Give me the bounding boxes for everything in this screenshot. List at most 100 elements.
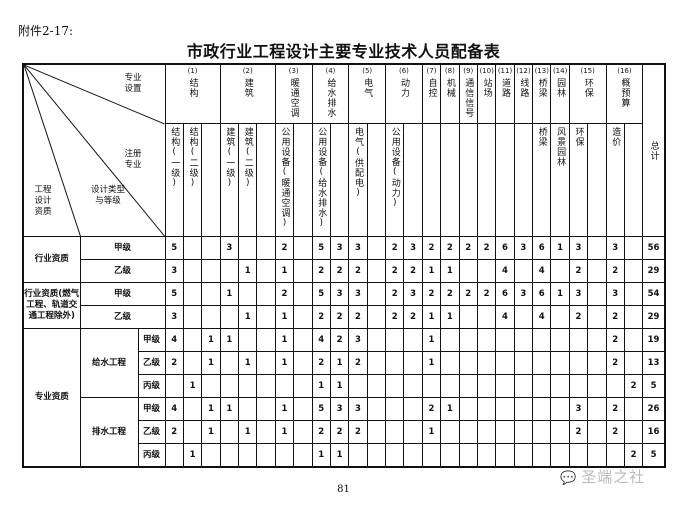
- value-cell: 1: [274, 420, 295, 444]
- value-cell: [293, 397, 313, 421]
- registered-major-name: 结构(一级): [169, 127, 180, 189]
- major-group-number: (7): [426, 67, 437, 75]
- major-group-name: 电气: [362, 78, 373, 98]
- value-cell: [495, 420, 515, 444]
- value-cell: 1: [421, 305, 442, 329]
- value-cell: [219, 374, 240, 398]
- major-group-name: 站场: [481, 78, 492, 98]
- major-group-name: 结构: [187, 78, 198, 98]
- qualification-cell: 专业资质: [22, 328, 81, 468]
- registered-major-name: 桥梁: [536, 127, 547, 147]
- value-cell: [476, 259, 497, 283]
- value-cell: [366, 443, 387, 468]
- value-cell: [366, 259, 387, 283]
- table-row: 乙级 2 1 1 1 2 2 2 1 2 2 16: [23, 420, 666, 444]
- value-cell: [495, 397, 515, 421]
- value-cell: [182, 351, 203, 375]
- value-cell: 3: [348, 397, 368, 421]
- value-cell: [385, 374, 405, 398]
- value-cell: [440, 420, 460, 444]
- total-cell: 13: [642, 351, 666, 375]
- value-cell: [366, 282, 387, 306]
- value-cell: [348, 374, 368, 398]
- table-row: 乙级 3 1 1 2 2 2 2 2 1 1 4 4 2 2 29: [23, 259, 666, 283]
- major-group-number: (10): [479, 67, 494, 75]
- registered-major-header: [403, 123, 423, 237]
- value-cell: [587, 374, 607, 398]
- value-cell: [458, 397, 478, 421]
- value-cell: [201, 305, 221, 329]
- table-row: 专业资质 给水工程 甲级 4 1 1 1 4 2 3 1 2 19: [22, 328, 666, 468]
- value-cell: [366, 397, 387, 421]
- value-cell: [440, 351, 460, 375]
- value-cell: [403, 351, 423, 375]
- value-cell: 6: [495, 282, 515, 306]
- value-cell: [476, 351, 497, 375]
- value-cell: 1: [274, 351, 295, 375]
- table-row: 丙级 1 1 1 2 5: [23, 374, 666, 398]
- value-cell: 3: [403, 282, 423, 306]
- grade-cell: 甲级: [79, 236, 166, 260]
- value-cell: 1: [238, 351, 258, 375]
- registered-major-header: [587, 123, 607, 237]
- value-cell: [219, 259, 240, 283]
- value-cell: 1: [440, 259, 460, 283]
- major-setting-label: 专业设置: [124, 73, 142, 94]
- total-cell: 29: [642, 259, 666, 283]
- total-cell: 5: [642, 443, 666, 468]
- value-cell: 1: [238, 305, 258, 329]
- value-cell: 1: [238, 420, 258, 444]
- value-cell: 1: [421, 351, 442, 375]
- value-cell: [366, 328, 387, 352]
- value-cell: 1: [550, 282, 570, 306]
- value-cell: 2: [568, 305, 589, 329]
- value-cell: [550, 374, 570, 398]
- value-cell: [366, 236, 387, 260]
- major-group-name: 道路: [500, 78, 510, 98]
- value-cell: 1: [201, 397, 221, 421]
- value-cell: [403, 328, 423, 352]
- value-cell: 2: [311, 420, 331, 444]
- major-group-name: 自控: [426, 78, 437, 98]
- value-cell: 6: [495, 236, 515, 260]
- value-cell: [550, 397, 570, 421]
- value-cell: 3: [219, 236, 240, 260]
- value-cell: [385, 328, 405, 352]
- major-group-number: (4): [325, 67, 336, 75]
- page-number: 81: [337, 484, 350, 495]
- major-group-name: 通信信号: [463, 78, 474, 118]
- wechat-icon: 💬: [560, 471, 578, 486]
- page-title: 市政行业工程设计主要专业技术人员配备表: [186, 42, 501, 61]
- value-cell: 1: [274, 328, 295, 352]
- value-cell: [403, 397, 423, 421]
- grade-cell: 甲级: [79, 282, 166, 306]
- value-cell: [440, 443, 460, 468]
- registered-major-name: 建筑(二级): [242, 127, 253, 189]
- registered-major-header: 公用设备(给水排水): [311, 123, 331, 237]
- value-cell: [495, 351, 515, 375]
- value-cell: [495, 328, 515, 352]
- registered-major-header: 电气(供配电): [348, 123, 368, 237]
- value-cell: [532, 374, 552, 398]
- value-cell: [513, 374, 534, 398]
- value-cell: 2: [164, 420, 184, 444]
- total-cell: 16: [642, 420, 666, 444]
- value-cell: [256, 420, 276, 444]
- registered-major-header: 建筑(一级): [219, 123, 240, 237]
- value-cell: [293, 351, 313, 375]
- value-cell: [532, 351, 552, 375]
- major-group-name: 机械: [444, 78, 455, 98]
- value-cell: 3: [513, 236, 534, 260]
- major-group-name: 暖通空调: [288, 78, 299, 118]
- major-group-name: 环保: [582, 78, 593, 98]
- value-cell: [403, 443, 423, 468]
- value-cell: [256, 305, 276, 329]
- grade-cell: 乙级: [79, 259, 166, 283]
- total-cell: 5: [642, 374, 666, 398]
- registered-major-header: [440, 123, 460, 237]
- major-group-name: 线路: [518, 78, 529, 98]
- value-cell: 1: [329, 443, 350, 468]
- value-cell: [421, 443, 442, 468]
- registered-major-header: [513, 123, 534, 237]
- value-cell: [476, 305, 497, 329]
